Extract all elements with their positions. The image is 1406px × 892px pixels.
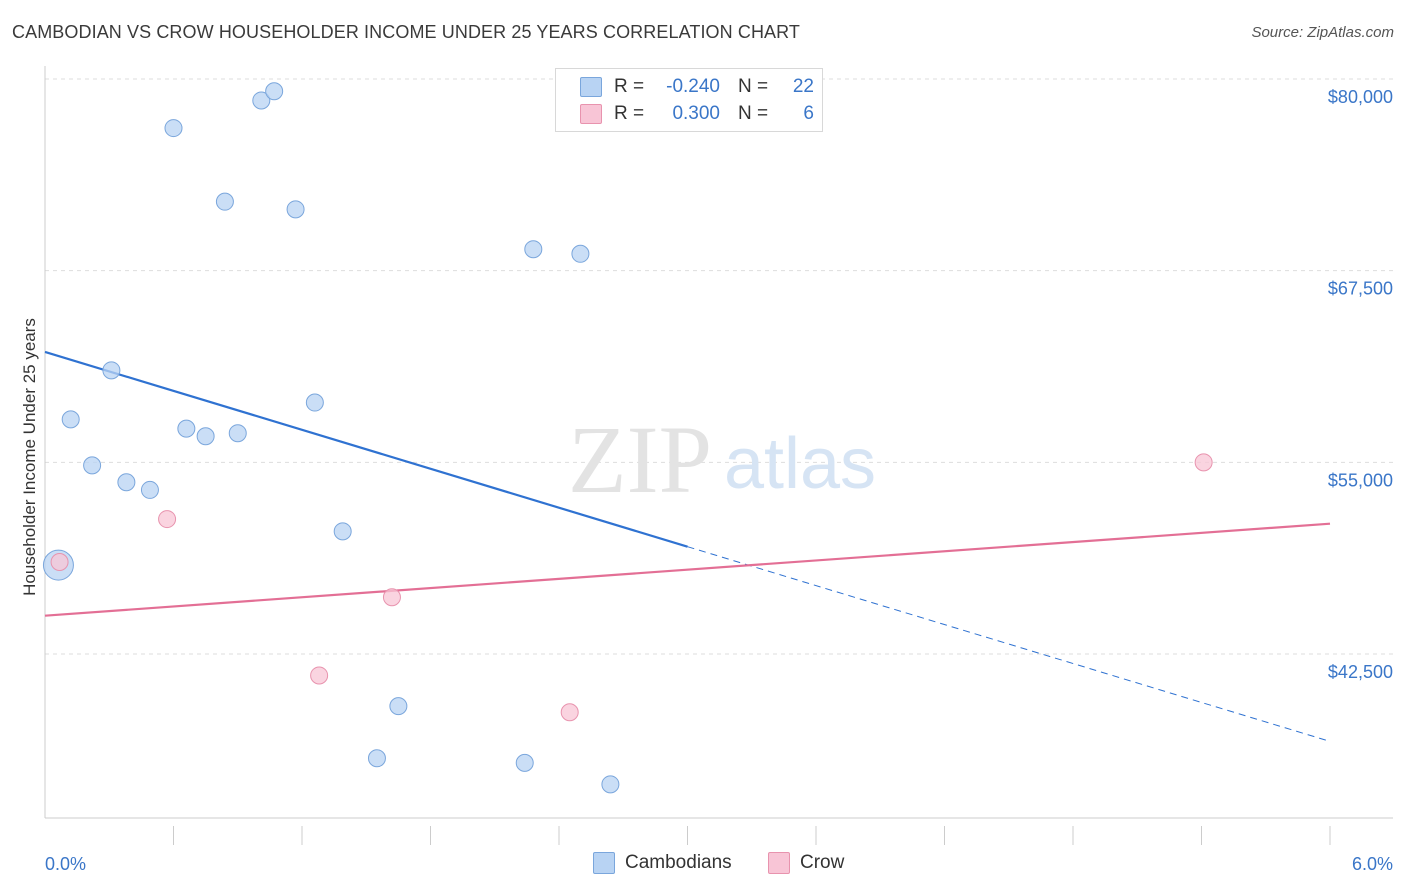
cambodians-point: [196, 427, 215, 446]
cambodians-label: Cambodians: [625, 852, 732, 873]
source-label: Source: ZipAtlas.com: [1251, 24, 1394, 41]
cambodians-swatch: [593, 852, 615, 874]
cambodians-point: [102, 361, 121, 380]
crow-swatch: [768, 852, 790, 874]
y-tick-label: $55,000: [1328, 470, 1393, 490]
crow-trend-line: [44, 522, 1331, 617]
cambodians-point: [367, 749, 386, 768]
legend-n-value: 6: [803, 103, 814, 124]
crow-point: [158, 510, 177, 529]
cambodians-point: [601, 775, 620, 794]
legend-item-cambodians[interactable]: Cambodians: [593, 852, 732, 874]
legend-row-cambodians: R = -0.240 N = 22: [580, 75, 814, 99]
cambodians-point: [571, 244, 590, 263]
legend-r-value: -0.240: [666, 76, 720, 97]
cambodians-point: [305, 393, 324, 412]
y-tick-label: $42,500: [1328, 662, 1393, 682]
cambodians-point: [61, 410, 80, 429]
trend-layer: [44, 350, 1331, 742]
cambodians-point: [140, 480, 159, 499]
legend-n-value: 22: [792, 76, 814, 97]
cambodians-point: [286, 200, 305, 219]
y-tick-label: $80,000: [1328, 87, 1393, 107]
axis-layer: $80,000 $67,500 $55,000 $42,500 0.0% 6.0%: [44, 66, 1393, 874]
cambodians-point: [252, 91, 271, 110]
cambodians-point: [515, 753, 534, 772]
x-tick-label: 6.0%: [1352, 854, 1393, 874]
crow-point: [310, 666, 329, 685]
legend-swatch-crow: [580, 104, 602, 124]
cambodians-point: [177, 419, 196, 438]
legend-row-crow: R = 0.300 N = 6: [580, 102, 814, 126]
legend-n-label: N =: [738, 76, 769, 97]
legend-r-label: R =: [614, 103, 645, 124]
y-axis-label: Householder Income Under 25 years: [20, 318, 39, 596]
y-tick-label: $67,500: [1328, 279, 1393, 299]
legend-r-value: 0.300: [672, 103, 720, 124]
cambodians-point: [333, 522, 352, 541]
cambodians-point: [228, 424, 247, 443]
legend-n-label: N =: [738, 103, 769, 124]
cambodians-point: [389, 697, 408, 716]
crow-point: [1194, 453, 1213, 472]
legend-r-label: R =: [614, 76, 645, 97]
chart-title: CAMBODIAN VS CROW HOUSEHOLDER INCOME UND…: [12, 22, 801, 42]
cambodians-point: [215, 192, 234, 211]
cambodians-point: [164, 119, 183, 138]
legend-swatch-cambodians: [580, 77, 602, 97]
cambodians-point: [265, 82, 284, 101]
watermark-zip: ZIP: [568, 406, 712, 513]
crow-label: Crow: [800, 852, 845, 873]
crow-point: [50, 553, 69, 571]
correlation-legend: R = -0.240 N = 22 R = 0.300 N = 6: [555, 68, 823, 132]
x-tick-label: 0.0%: [45, 854, 86, 874]
crow-point: [382, 588, 401, 607]
cambodians-point: [524, 240, 543, 259]
crow-point: [560, 703, 579, 722]
cambodians-trend-extension: [687, 546, 1331, 742]
cambodians-point: [83, 456, 102, 475]
cambodians-trend-line: [44, 350, 688, 548]
watermark-atlas: atlas: [724, 424, 876, 504]
cambodians-point: [117, 473, 136, 492]
watermark: ZIP atlas: [568, 406, 876, 513]
legend-item-crow[interactable]: Crow: [768, 852, 844, 874]
point-layer: [42, 82, 1213, 794]
